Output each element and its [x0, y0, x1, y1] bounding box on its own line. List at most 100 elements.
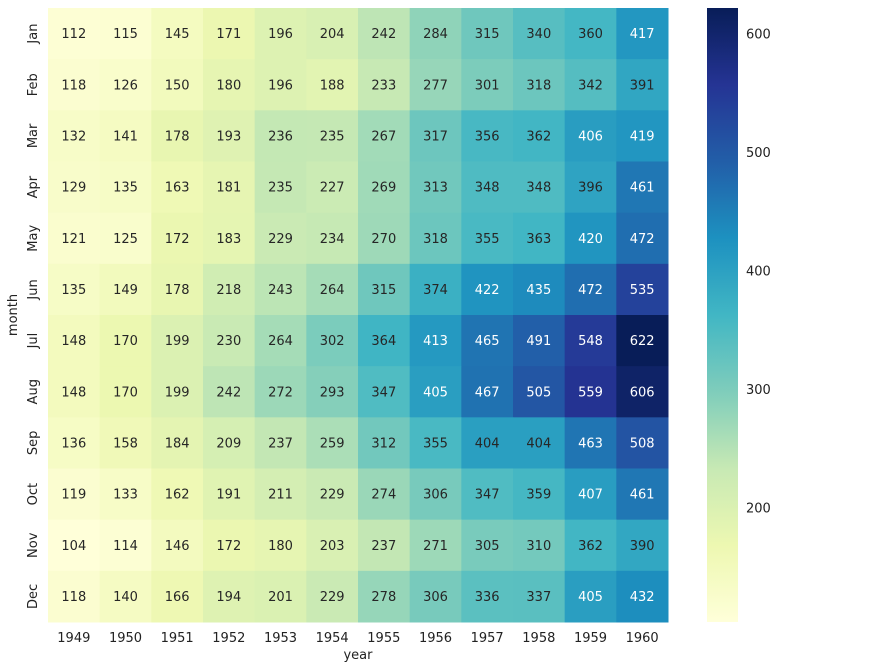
- x-tick-label: 1949: [57, 631, 90, 646]
- cell-value-label: 548: [578, 334, 603, 349]
- heatmap-cell: [564, 366, 617, 418]
- heatmap-cell: [203, 263, 256, 316]
- heatmap-cell: [461, 519, 514, 572]
- cell-value-label: 269: [371, 181, 396, 196]
- cell-value-label: 420: [578, 232, 603, 247]
- heatmap-cell: [513, 366, 566, 418]
- heatmap-cell: [409, 110, 462, 162]
- cell-value-label: 237: [268, 436, 293, 451]
- y-tick-label: Jun: [26, 279, 41, 300]
- cell-value-label: 259: [320, 436, 345, 451]
- cell-value-label: 178: [165, 129, 190, 144]
- heatmap-cell: [48, 417, 101, 469]
- heatmap-cell: [254, 366, 307, 418]
- cell-value-label: 237: [371, 539, 396, 554]
- heatmap-cell: [513, 59, 566, 111]
- x-tick-label: 1957: [471, 631, 504, 646]
- heatmap-cell: [358, 570, 411, 623]
- cell-value-label: 461: [630, 488, 655, 503]
- heatmap-cell: [616, 8, 669, 60]
- cell-value-label: 148: [61, 334, 86, 349]
- cell-value-label: 274: [371, 488, 396, 503]
- heatmap-cell: [409, 212, 462, 265]
- heatmap-cell: [48, 570, 101, 623]
- heatmap-cell: [409, 8, 462, 60]
- heatmap-cell: [513, 315, 566, 367]
- heatmap-cell: [564, 263, 617, 316]
- heatmap-cell: [48, 263, 101, 316]
- heatmap-cell: [254, 468, 307, 521]
- cell-value-label: 405: [423, 385, 448, 400]
- cell-value-label: 184: [165, 436, 190, 451]
- heatmap-cell: [254, 8, 307, 60]
- cell-value-label: 180: [216, 78, 241, 93]
- cell-value-label: 218: [216, 283, 241, 298]
- heatmap-cell: [358, 366, 411, 418]
- cell-value-label: 162: [165, 488, 190, 503]
- cell-value-label: 193: [216, 129, 241, 144]
- cell-value-label: 196: [268, 78, 293, 93]
- heatmap-cell: [564, 519, 617, 572]
- heatmap-cell: [358, 8, 411, 60]
- heatmap-cell: [99, 468, 152, 521]
- heatmap-cell: [254, 263, 307, 316]
- cell-value-label: 359: [526, 488, 551, 503]
- colorbar-tick-label: 400: [746, 265, 771, 280]
- cell-value-label: 172: [216, 539, 241, 554]
- heatmap-cell: [513, 570, 566, 623]
- cell-value-label: 559: [578, 385, 603, 400]
- heatmap-cell: [564, 468, 617, 521]
- heatmap-cell: [48, 366, 101, 418]
- cell-value-label: 242: [371, 27, 396, 42]
- cell-value-label: 348: [475, 181, 500, 196]
- cell-value-label: 172: [165, 232, 190, 247]
- heatmap-cell: [203, 315, 256, 367]
- cell-value-label: 317: [423, 129, 448, 144]
- heatmap-cell: [151, 417, 204, 469]
- cell-value-label: 472: [630, 232, 655, 247]
- heatmap-cell: [99, 212, 152, 265]
- colorbar-tick-label: 500: [746, 146, 771, 161]
- cell-value-label: 196: [268, 27, 293, 42]
- heatmap-cells: 112 115 145 171 196 204 242 284 315 340 360 417 118 1…: [48, 8, 669, 623]
- cell-value-label: 133: [113, 488, 138, 503]
- cell-value-label: 264: [320, 283, 345, 298]
- cell-value-label: 209: [216, 436, 241, 451]
- heatmap-cell: [203, 161, 256, 214]
- heatmap-cell: [306, 110, 359, 162]
- cell-value-label: 236: [268, 129, 293, 144]
- cell-value-label: 277: [423, 78, 448, 93]
- cell-value-label: 491: [526, 334, 551, 349]
- heatmap-cell: [358, 519, 411, 572]
- cell-value-label: 125: [113, 232, 138, 247]
- heatmap-cell: [358, 161, 411, 214]
- heatmap-cell: [616, 212, 669, 265]
- cell-value-label: 318: [526, 78, 551, 93]
- y-tick-label: Jan: [26, 24, 41, 45]
- cell-value-label: 356: [475, 129, 500, 144]
- heatmap-cell: [306, 315, 359, 367]
- heatmap-cell: [151, 570, 204, 623]
- cell-value-label: 112: [61, 27, 86, 42]
- cell-value-label: 318: [423, 232, 448, 247]
- heatmap-cell: [48, 110, 101, 162]
- heatmap-cell: [151, 110, 204, 162]
- heatmap-cell: [99, 161, 152, 214]
- heatmap-cell: [409, 315, 462, 367]
- cell-value-label: 305: [475, 539, 500, 554]
- cell-value-label: 129: [61, 181, 86, 196]
- cell-value-label: 417: [630, 27, 655, 42]
- heatmap-cell: [358, 263, 411, 316]
- x-axis-label: year: [343, 648, 373, 663]
- heatmap-cell: [151, 161, 204, 214]
- y-tick-label: Nov: [26, 532, 41, 558]
- cell-value-label: 467: [475, 385, 500, 400]
- heatmap-cell: [461, 8, 514, 60]
- heatmap-cell: [461, 315, 514, 367]
- cell-value-label: 336: [475, 590, 500, 605]
- cell-value-label: 278: [371, 590, 396, 605]
- cell-value-label: 310: [526, 539, 551, 554]
- cell-value-label: 419: [630, 129, 655, 144]
- heatmap-cell: [151, 8, 204, 60]
- cell-value-label: 242: [216, 385, 241, 400]
